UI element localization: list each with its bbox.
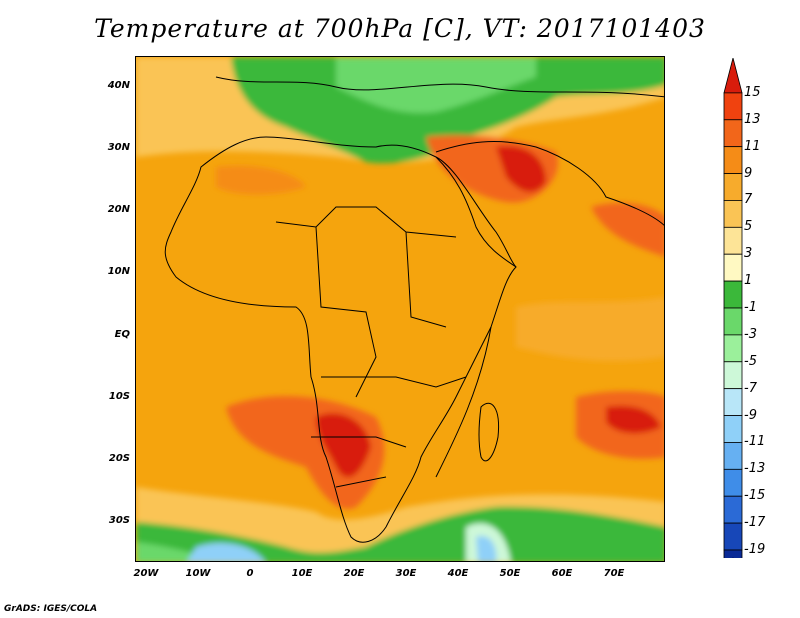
colorbar-segment: [723, 549, 743, 558]
lon-label-60e: 60E: [551, 568, 573, 579]
colorbar-segments: [723, 58, 743, 558]
colorbar-segment: [723, 226, 743, 255]
lat-label-30n: 30N: [107, 142, 130, 153]
lon-label-40e: 40E: [447, 568, 469, 579]
lat-label-20n: 20N: [107, 204, 130, 215]
credit-text: GrADS: IGES/COLA: [4, 604, 98, 614]
lon-label-20w: 20W: [133, 568, 159, 579]
colorbar-label: -17: [744, 515, 766, 531]
colorbar-label: -3: [744, 326, 757, 342]
lon-label-0: 0: [246, 568, 254, 579]
colorbar-label: 5: [744, 219, 753, 235]
colorbar-segment: [723, 415, 743, 443]
colorbar-label: 1: [744, 273, 753, 289]
lat-label-10s: 10S: [108, 391, 130, 402]
colorbar-label: 11: [744, 138, 761, 154]
colorbar-segment: [723, 522, 743, 551]
colorbar: [723, 58, 743, 558]
colorbar-label: 13: [744, 111, 761, 127]
lon-label-10e: 10E: [291, 568, 313, 579]
lon-label-20e: 20E: [343, 568, 365, 579]
colorbar-segment: [723, 173, 743, 201]
colorbar-segment: [723, 334, 743, 363]
temperature-field: [136, 57, 664, 561]
chart-title: Temperature at 700hPa [C], VT: 201710140…: [94, 14, 706, 43]
lon-label-10w: 10W: [185, 568, 211, 579]
colorbar-segment: [723, 495, 743, 524]
lon-label-70e: 70E: [603, 568, 625, 579]
lat-label-40n: 40N: [107, 80, 130, 91]
colorbar-segment: [723, 253, 743, 282]
colorbar-label: 7: [744, 192, 753, 208]
lat-label-20s: 20S: [108, 453, 130, 464]
colorbar-segment: [723, 146, 743, 174]
lat-label-10n: 10N: [107, 266, 130, 277]
colorbar-label: -5: [744, 353, 757, 369]
colorbar-label: 15: [744, 84, 761, 100]
coastlines: [164, 76, 664, 543]
colorbar-label: -19: [744, 542, 766, 557]
colorbar-segment: [723, 388, 743, 416]
colorbar-label: -1: [744, 300, 757, 315]
colorbar-segment: [723, 442, 743, 470]
colorbar-label: -15: [744, 488, 766, 504]
temperature-map: [136, 57, 664, 561]
colorbar-segment: [723, 307, 743, 336]
colorbar-segment: [723, 361, 743, 390]
lat-label-30s: 30S: [108, 515, 130, 526]
colorbar-segment: [723, 92, 743, 121]
lon-label-30e: 30E: [395, 568, 417, 579]
colorbar-top-arrow: [723, 58, 743, 94]
lon-label-50e: 50E: [499, 568, 521, 579]
colorbar-label: -7: [744, 380, 757, 396]
colorbar-segment: [723, 200, 743, 228]
colorbar-label: 3: [744, 246, 753, 262]
lat-label-eq: EQ: [114, 329, 130, 340]
colorbar-segment: [723, 468, 743, 497]
colorbar-label: -9: [744, 407, 757, 423]
colorbar-label: 9: [744, 165, 753, 181]
colorbar-label: -11: [744, 434, 766, 450]
colorbar-segment: [723, 280, 743, 309]
map-panel: [135, 56, 665, 562]
colorbar-label: -13: [744, 461, 766, 477]
colorbar-segment: [723, 119, 743, 148]
